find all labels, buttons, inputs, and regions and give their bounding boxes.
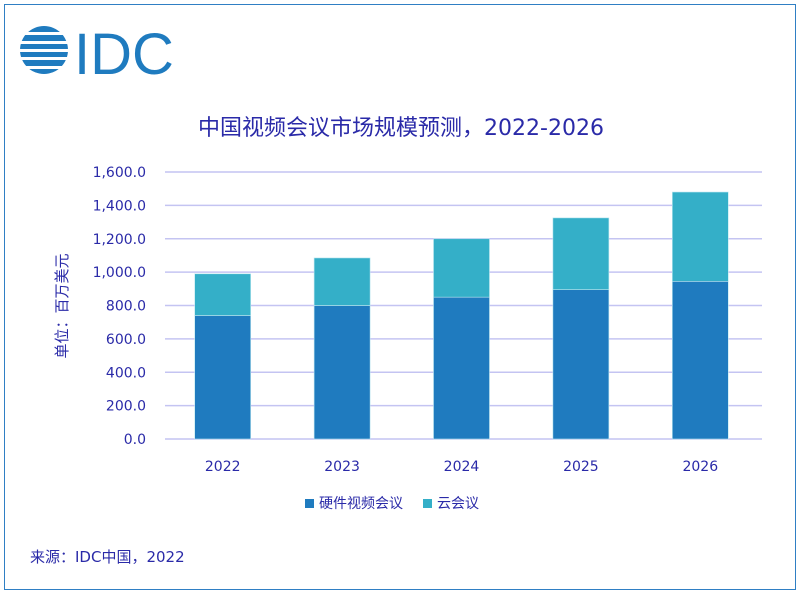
y-tick-label: 1,200.0 xyxy=(93,232,146,248)
y-axis-label: 单位：百万美元 xyxy=(53,253,71,358)
y-tick-label: 1,000.0 xyxy=(93,265,146,281)
legend-swatch xyxy=(423,499,432,508)
x-tick-label: 2025 xyxy=(563,459,599,475)
x-tick-label: 2024 xyxy=(444,459,480,475)
x-tick-label: 2023 xyxy=(324,459,360,475)
idc-logo: IDC xyxy=(18,22,188,87)
bar-hardware-2024 xyxy=(433,296,490,440)
y-tick-label: 0.0 xyxy=(124,432,146,448)
source-note: 来源：IDC中国，2022 xyxy=(30,548,185,566)
svg-text:IDC: IDC xyxy=(74,22,174,82)
legend-swatch xyxy=(305,499,314,508)
legend-label: 硬件视频会议 xyxy=(319,496,403,512)
bar-hardware-2026 xyxy=(671,281,729,440)
y-tick-label: 400.0 xyxy=(106,365,146,381)
x-tick-label: 2026 xyxy=(682,459,718,475)
bar-cloud-2023 xyxy=(313,257,371,306)
y-tick-label: 800.0 xyxy=(106,299,146,315)
y-tick-label: 600.0 xyxy=(106,332,146,348)
bar-cloud-2026 xyxy=(671,191,729,282)
bar-hardware-2023 xyxy=(313,305,371,440)
bar-cloud-2025 xyxy=(552,217,610,290)
bar-cloud-2022 xyxy=(194,273,251,316)
y-tick-label: 200.0 xyxy=(106,399,146,415)
y-tick-label: 1,600.0 xyxy=(93,165,146,181)
bar-cloud-2024 xyxy=(433,238,490,298)
x-tick-label: 2022 xyxy=(205,459,241,475)
bar-hardware-2025 xyxy=(552,289,610,440)
chart-frame xyxy=(4,4,796,590)
chart-title: 中国视频会议市场规模预测，2022-2026 xyxy=(198,116,604,141)
legend-label: 云会议 xyxy=(437,496,479,512)
bar-hardware-2022 xyxy=(194,315,251,440)
y-tick-label: 1,400.0 xyxy=(93,198,146,214)
